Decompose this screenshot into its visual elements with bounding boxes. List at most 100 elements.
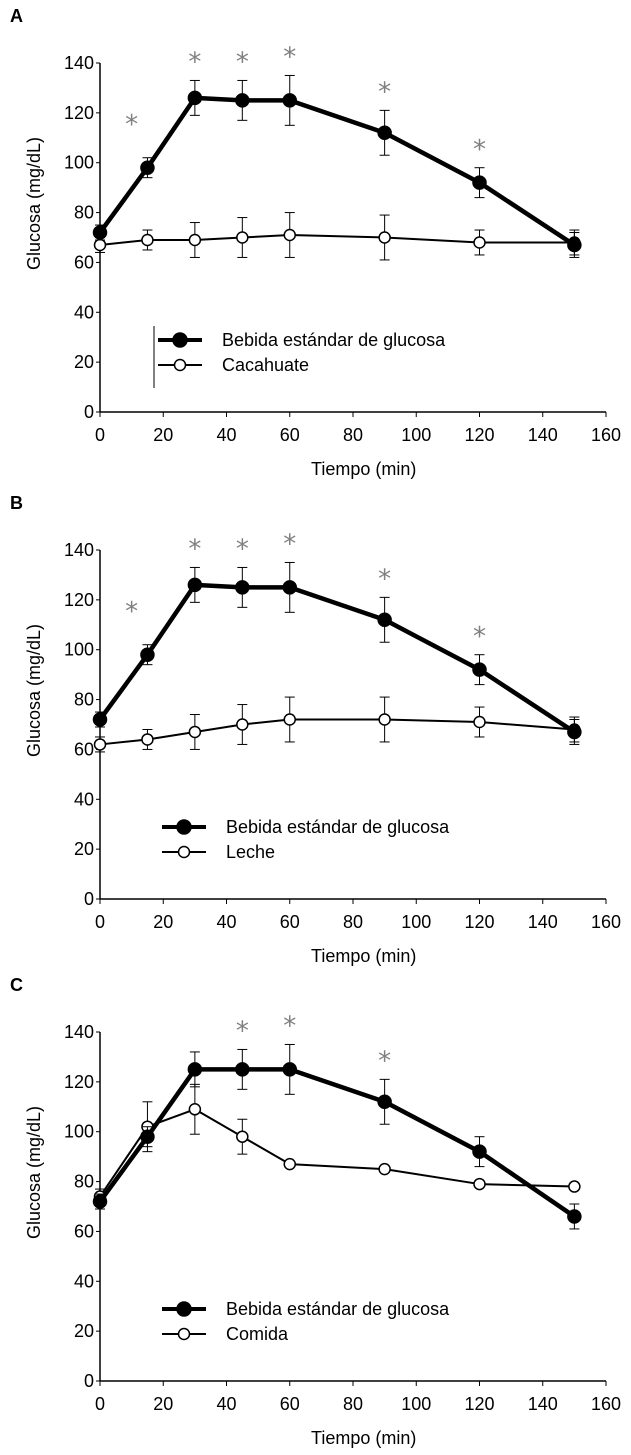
x-tick-label: 60 (280, 425, 300, 445)
y-tick-label: 40 (74, 1271, 94, 1291)
y-tick-label: 120 (64, 103, 94, 123)
series-line (98, 95, 576, 247)
panel-letter: C (10, 975, 23, 995)
data-point (377, 612, 392, 628)
y-tick-label: 20 (74, 352, 94, 372)
y-tick-label: 0 (84, 402, 94, 422)
data-point (282, 580, 297, 595)
y-tick-label: 20 (74, 1321, 94, 1341)
x-tick-label: 60 (280, 1394, 300, 1414)
data-point (235, 1062, 250, 1077)
significance-star: * (236, 1017, 249, 1047)
significance-star: * (125, 597, 138, 627)
data-point (472, 1144, 487, 1159)
y-tick-label: 20 (74, 839, 94, 859)
data-point (187, 577, 203, 593)
x-tick-label: 140 (528, 1394, 558, 1414)
x-tick-label: 80 (343, 425, 363, 445)
series-line (98, 582, 576, 734)
x-tick-label: 20 (153, 912, 173, 932)
legend-label: Comida (226, 1324, 289, 1344)
data-point (140, 647, 155, 662)
chart-panel-c: C Glucosa (mg/dL) Tiempo (min) 0 20 40 60 80… (0, 969, 631, 1449)
y-tick-label: 120 (64, 1072, 94, 1092)
series-line (99, 1108, 575, 1198)
y-tick-label: 100 (64, 640, 94, 660)
significance-star: * (283, 43, 296, 73)
x-tick-label: 140 (528, 912, 558, 932)
data-point (92, 1194, 108, 1209)
data-point (235, 93, 250, 108)
data-point (235, 580, 250, 595)
x-axis-label: Tiempo (min) (311, 946, 417, 966)
x-tick-label: 20 (153, 1394, 173, 1414)
data-point (236, 718, 249, 731)
x-tick-label: 160 (591, 1394, 621, 1414)
legend-label: Bebida estándar de glucosa (222, 330, 446, 350)
data-point (378, 231, 391, 244)
legend-label: Leche (226, 842, 275, 862)
data-point (140, 160, 155, 175)
x-tick-label: 0 (95, 912, 105, 932)
data-point (187, 1062, 203, 1077)
y-tick-label: 40 (74, 302, 94, 322)
significance-star: * (283, 530, 296, 560)
x-tick-label: 120 (464, 425, 494, 445)
significance-star: * (125, 110, 138, 140)
panel-letter: A (10, 6, 23, 26)
x-tick-label: 40 (216, 1394, 236, 1414)
series-line (99, 718, 575, 746)
x-tick-label: 160 (591, 425, 621, 445)
significance-star: * (378, 1046, 391, 1076)
y-tick-label: 80 (74, 690, 94, 710)
legend-label: Cacahuate (222, 355, 309, 375)
y-tick-label: 80 (74, 1172, 94, 1192)
data-point (567, 724, 582, 740)
legend-label: Bebida estándar de glucosa (226, 817, 450, 837)
legend-swatch-marker (176, 819, 192, 835)
data-point (236, 231, 249, 244)
y-tick-label: 100 (64, 153, 94, 173)
x-tick-label: 20 (153, 425, 173, 445)
chart-svg: 0 20 40 60 80 100 120 140 0 20 40 60 80 100 120 140 160 *… (64, 1012, 621, 1414)
data-point (187, 90, 203, 106)
data-point (283, 1157, 296, 1171)
y-tick-label: 140 (64, 540, 94, 560)
chart-svg: 0 20 40 60 80 100 120 140 0 20 40 60 80 100 120 140 160 *… (64, 530, 621, 932)
data-point (188, 1103, 202, 1116)
x-axis-label: Tiempo (min) (311, 1428, 417, 1448)
significance-star: * (473, 135, 486, 165)
data-point (377, 1094, 392, 1110)
y-tick-label: 40 (74, 789, 94, 809)
x-tick-label: 80 (343, 912, 363, 932)
data-point (378, 713, 391, 726)
data-point (93, 238, 107, 252)
y-tick-label: 0 (84, 889, 94, 909)
legend-swatch-marker (177, 845, 191, 859)
data-point (92, 225, 108, 240)
chart-panel-a: A Glucosa (mg/dL) Tiempo (min) 0 20 40 60 80… (0, 0, 631, 480)
y-tick-label: 120 (64, 590, 94, 610)
legend-swatch-marker (172, 332, 188, 348)
significance-star: * (473, 622, 486, 652)
data-point (236, 1130, 249, 1143)
significance-star: * (378, 77, 391, 107)
legend-swatch-marker (173, 358, 187, 372)
data-point (283, 228, 296, 242)
significance-star: * (236, 535, 249, 565)
data-point (472, 662, 487, 677)
data-point (473, 236, 486, 249)
x-tick-label: 120 (464, 912, 494, 932)
x-tick-label: 100 (401, 425, 431, 445)
data-point (567, 237, 582, 253)
data-point (282, 93, 297, 108)
data-point (283, 713, 296, 726)
series-line (98, 1067, 576, 1219)
y-tick-label: 0 (84, 1371, 94, 1391)
data-point (378, 1162, 391, 1176)
data-point (188, 233, 202, 247)
data-point (568, 1180, 581, 1193)
legend-swatch-marker (177, 1327, 191, 1341)
y-tick-label: 60 (74, 1221, 94, 1241)
significance-star: * (378, 564, 391, 594)
